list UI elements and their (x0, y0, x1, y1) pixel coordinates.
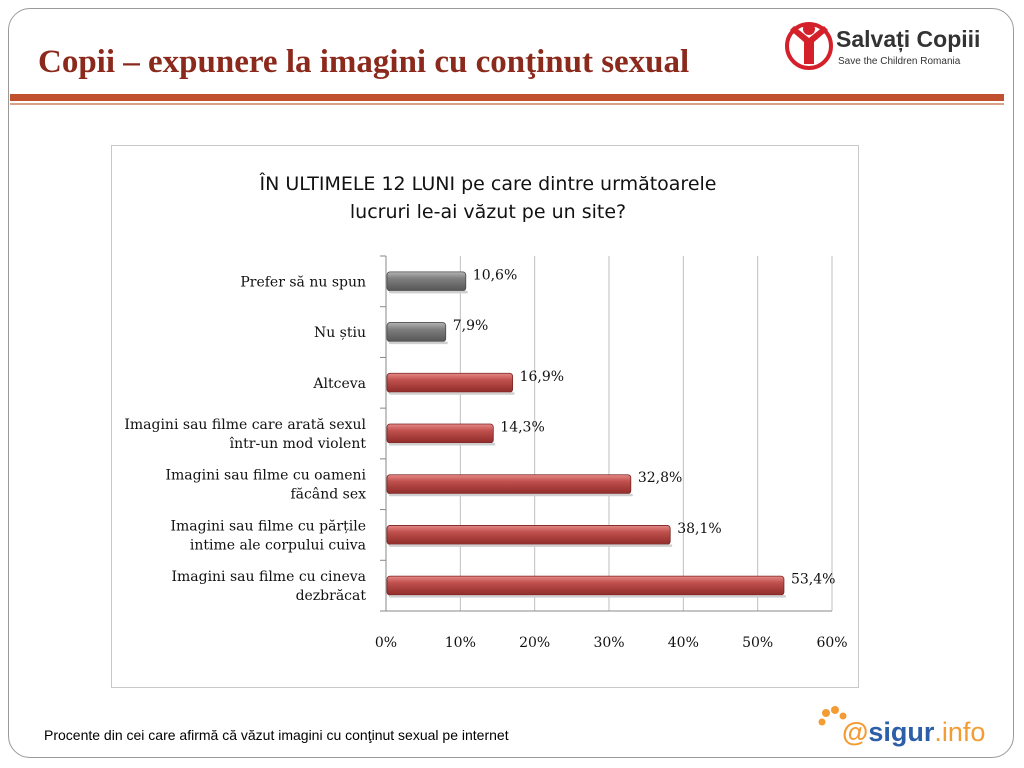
bar-7 (386, 575, 785, 596)
bar-5 (386, 474, 632, 495)
child-figure-icon (785, 22, 833, 70)
title-rule-thin (10, 103, 1004, 105)
x-tick-label-40: 40% (668, 635, 699, 651)
bar-shadow-6 (389, 544, 673, 547)
x-tick-label-20: 20% (519, 635, 550, 651)
bar-value-label-2: 7,9% (453, 318, 489, 334)
title-rule (10, 94, 1004, 101)
chart-title-line-1: ÎN ULTIMELE 12 LUNI pe care dintre următ… (259, 172, 717, 195)
bar-value-label-5: 32,8% (638, 470, 682, 486)
sigur-info-logo: @sigur.info (818, 705, 998, 755)
category-label-6-line-1: Imagini sau filme cu părțile (170, 518, 366, 534)
chart-panel: ÎN ULTIMELE 12 LUNI pe care dintre următ… (111, 145, 859, 688)
bar-shadow-1 (389, 290, 468, 294)
category-label-2-line-1: Nu știu (314, 325, 366, 341)
bar-2 (386, 322, 447, 342)
sigur-logo-at: @ (842, 717, 869, 747)
bar-3 (386, 372, 514, 393)
bar-6 (386, 525, 671, 545)
sigur-logo-name: sigur (868, 717, 935, 747)
x-tick-label-0: 0% (375, 635, 397, 651)
bar-shadow-2 (389, 341, 448, 345)
category-label-5-line-1: Imagini sau filme cu oameni (166, 468, 367, 484)
bar-value-label-3: 16,9% (520, 369, 564, 385)
bar-value-label-1: 10,6% (473, 267, 517, 283)
category-label-7-line-1: Imagini sau filme cu cineva (171, 569, 366, 585)
salvati-logo-name: Salvați Copiii (836, 26, 981, 52)
bar-4 (386, 423, 494, 444)
category-label-1-line-1: Prefer să nu spun (240, 274, 366, 290)
footnote: Procente din cei care afirmă că văzut im… (44, 727, 509, 743)
x-tick-label-60: 60% (816, 635, 847, 651)
bar-value-label-7: 53,4% (791, 572, 835, 588)
x-tick-label-10: 10% (445, 635, 476, 651)
bar-value-label-6: 38,1% (677, 521, 721, 537)
category-label-4-line-2: într-un mod violent (230, 436, 367, 452)
x-tick-label-50: 50% (742, 635, 773, 651)
category-label-7-line-2: dezbrăcat (296, 588, 367, 604)
paw-icon (818, 706, 847, 726)
sigur-logo-tld: .info (934, 717, 986, 747)
bar-chart: ÎN ULTIMELE 12 LUNI pe care dintre următ… (124, 172, 847, 651)
bar-shadow-4 (389, 443, 496, 446)
category-label-3-line-1: Altceva (312, 376, 366, 392)
slide-title: Copii – expunere la imagini cu conţinut … (38, 44, 690, 80)
bar-shadow-5 (389, 493, 633, 497)
category-label-4-line-1: Imagini sau filme care arată sexul (124, 417, 366, 433)
salvati-logo-tagline: Save the Children Romania (838, 56, 961, 67)
chart-title-line-2: lucruri le-ai văzut pe un site? (350, 201, 626, 223)
category-label-5-line-2: făcând sex (290, 487, 366, 503)
x-tick-label-30: 30% (593, 635, 624, 651)
sigur-logo-text: @sigur.info (842, 717, 985, 748)
category-label-6-line-2: intime ale corpului cuiva (190, 537, 366, 553)
bar-shadow-7 (389, 595, 786, 598)
bar-value-label-4: 14,3% (500, 420, 544, 436)
salvati-copiii-logo: Salvați Copiii Save the Children Romania (784, 16, 994, 78)
bar-1 (386, 271, 467, 292)
bar-shadow-3 (389, 392, 515, 395)
